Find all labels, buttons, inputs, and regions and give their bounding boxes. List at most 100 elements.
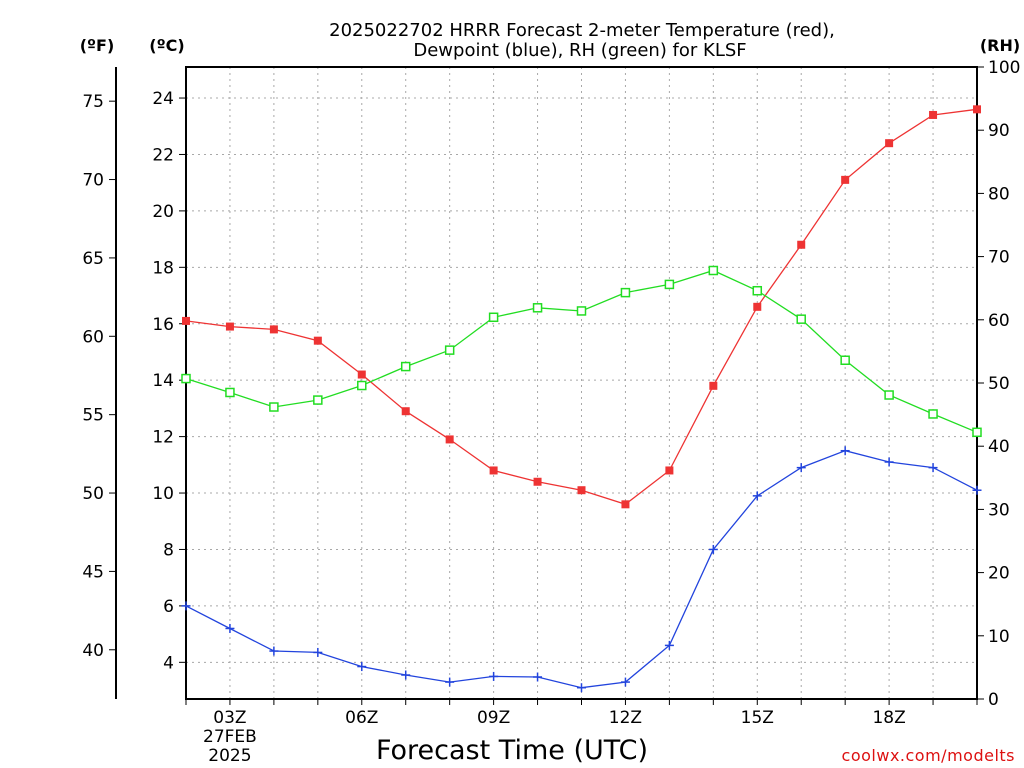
celsius-tick-label: 24: [152, 89, 174, 109]
x-tick-label: 09Z: [477, 708, 510, 728]
celsius-tick-label: 16: [152, 315, 174, 335]
x-tick-label: 03Z: [213, 708, 246, 728]
dewpoint-point: [752, 491, 762, 501]
celsius-tick-label: 18: [152, 258, 174, 278]
dewpoint-point: [357, 662, 367, 672]
rh-tick-label: 30: [988, 500, 1010, 520]
celsius-tick-label: 8: [163, 540, 174, 560]
credit-text: coolwx.com/modelts: [842, 746, 1015, 765]
dewpoint-point: [620, 677, 630, 687]
temperature-point: [269, 325, 278, 334]
temperature-point: [797, 240, 806, 249]
temperature-point: [225, 322, 234, 331]
dewpoint-point: [708, 544, 718, 554]
temperature-series: [182, 105, 981, 509]
dewpoint-point: [577, 683, 586, 693]
dewpoint-point: [313, 647, 323, 657]
fahrenheit-tick-label: 50: [82, 484, 104, 504]
chart-title-line-2: Dewpoint (blue), RH (green) for KLSF: [413, 40, 746, 61]
temperature-point: [182, 316, 190, 325]
celsius-unit-label: (ºC): [149, 36, 184, 55]
temperature-point: [401, 407, 410, 416]
rh-tick-label: 40: [988, 437, 1010, 457]
rh-series: [181, 265, 982, 438]
axes: 4 6 8 10 12 14 16 18 20 22 24 40 45 50 55 60 65 70 75 0 10 20…: [82, 58, 1020, 766]
celsius-tick-label: 4: [163, 653, 174, 673]
rh-tick-label: 80: [988, 184, 1010, 204]
rh-point: [400, 361, 411, 372]
temperature-point: [533, 477, 542, 486]
rh-point: [972, 427, 982, 438]
celsius-tick-label: 12: [152, 428, 174, 448]
rh-point: [620, 287, 631, 298]
rh-point: [532, 303, 543, 313]
celsius-tick-label: 10: [152, 484, 174, 504]
rh-point: [357, 380, 367, 391]
rh-point: [576, 306, 587, 316]
dewpoint-point: [181, 601, 191, 611]
fahrenheit-unit-label: (ºF): [80, 36, 115, 55]
temperature-point: [445, 435, 454, 444]
celsius-tick-label: 6: [163, 597, 174, 617]
temperature-point: [313, 336, 322, 345]
chart-title: 2025022702 HRRR Forecast 2-meter Tempera…: [329, 20, 835, 61]
dewpoint-point: [489, 671, 499, 681]
rh-point: [181, 373, 191, 384]
temperature-point: [665, 466, 674, 475]
dewpoint-point: [884, 457, 894, 467]
temperature-point: [709, 381, 718, 390]
rh-tick-label: 10: [988, 627, 1010, 647]
rh-point: [928, 409, 938, 419]
fahrenheit-tick-label: 45: [82, 562, 104, 582]
celsius-tick-label: 22: [152, 145, 174, 165]
rh-tick-label: 50: [988, 374, 1010, 394]
rh-tick-label: 100: [988, 58, 1020, 78]
rh-point: [796, 314, 806, 324]
x-date-label: 27FEB: [203, 727, 257, 747]
fahrenheit-tick-label: 65: [82, 249, 104, 269]
rh-tick-label: 70: [988, 248, 1010, 268]
rh-point: [752, 285, 763, 296]
temperature-point: [973, 105, 981, 114]
temperature-point: [841, 175, 850, 184]
rh-tick-label: 0: [988, 690, 999, 710]
dewpoint-point: [840, 446, 850, 456]
rh-tick-label: 60: [988, 311, 1010, 331]
temperature-point: [929, 110, 938, 119]
dewpoint-point: [401, 670, 411, 680]
dewpoint-point: [664, 640, 674, 650]
celsius-tick-label: 14: [152, 371, 174, 391]
rh-point: [664, 279, 675, 290]
temperature-point: [489, 466, 498, 475]
rh-point: [225, 387, 235, 398]
dewpoint-point: [225, 623, 235, 633]
fahrenheit-tick-label: 60: [82, 327, 104, 347]
data-series: [181, 105, 982, 693]
fahrenheit-tick-label: 40: [82, 641, 104, 661]
rh-point: [488, 312, 499, 323]
x-year-label: 2025: [208, 746, 251, 766]
rh-unit-label: (RH): [980, 36, 1020, 55]
rh-tick-label: 20: [988, 564, 1010, 584]
plot-frame: [185, 66, 978, 700]
rh-point: [708, 265, 719, 276]
rh-line: [185, 269, 978, 433]
dewpoint-point: [533, 672, 543, 682]
temperature-point: [357, 370, 366, 379]
temperature-point: [885, 139, 894, 148]
temperature-point: [621, 500, 630, 509]
rh-point: [840, 355, 850, 365]
rh-point: [444, 345, 455, 355]
dewpoint-point: [445, 677, 455, 687]
temperature-point: [753, 302, 762, 311]
x-tick-label: 12Z: [609, 708, 642, 728]
fahrenheit-tick-label: 75: [82, 92, 104, 112]
dewpoint-point: [928, 463, 938, 473]
rh-tick-label: 90: [988, 121, 1010, 141]
x-tick-label: 06Z: [345, 708, 378, 728]
dewpoint-point: [269, 646, 279, 656]
fahrenheit-tick-label: 55: [82, 406, 104, 426]
dewpoint-point: [972, 485, 982, 495]
rh-point: [313, 395, 323, 405]
